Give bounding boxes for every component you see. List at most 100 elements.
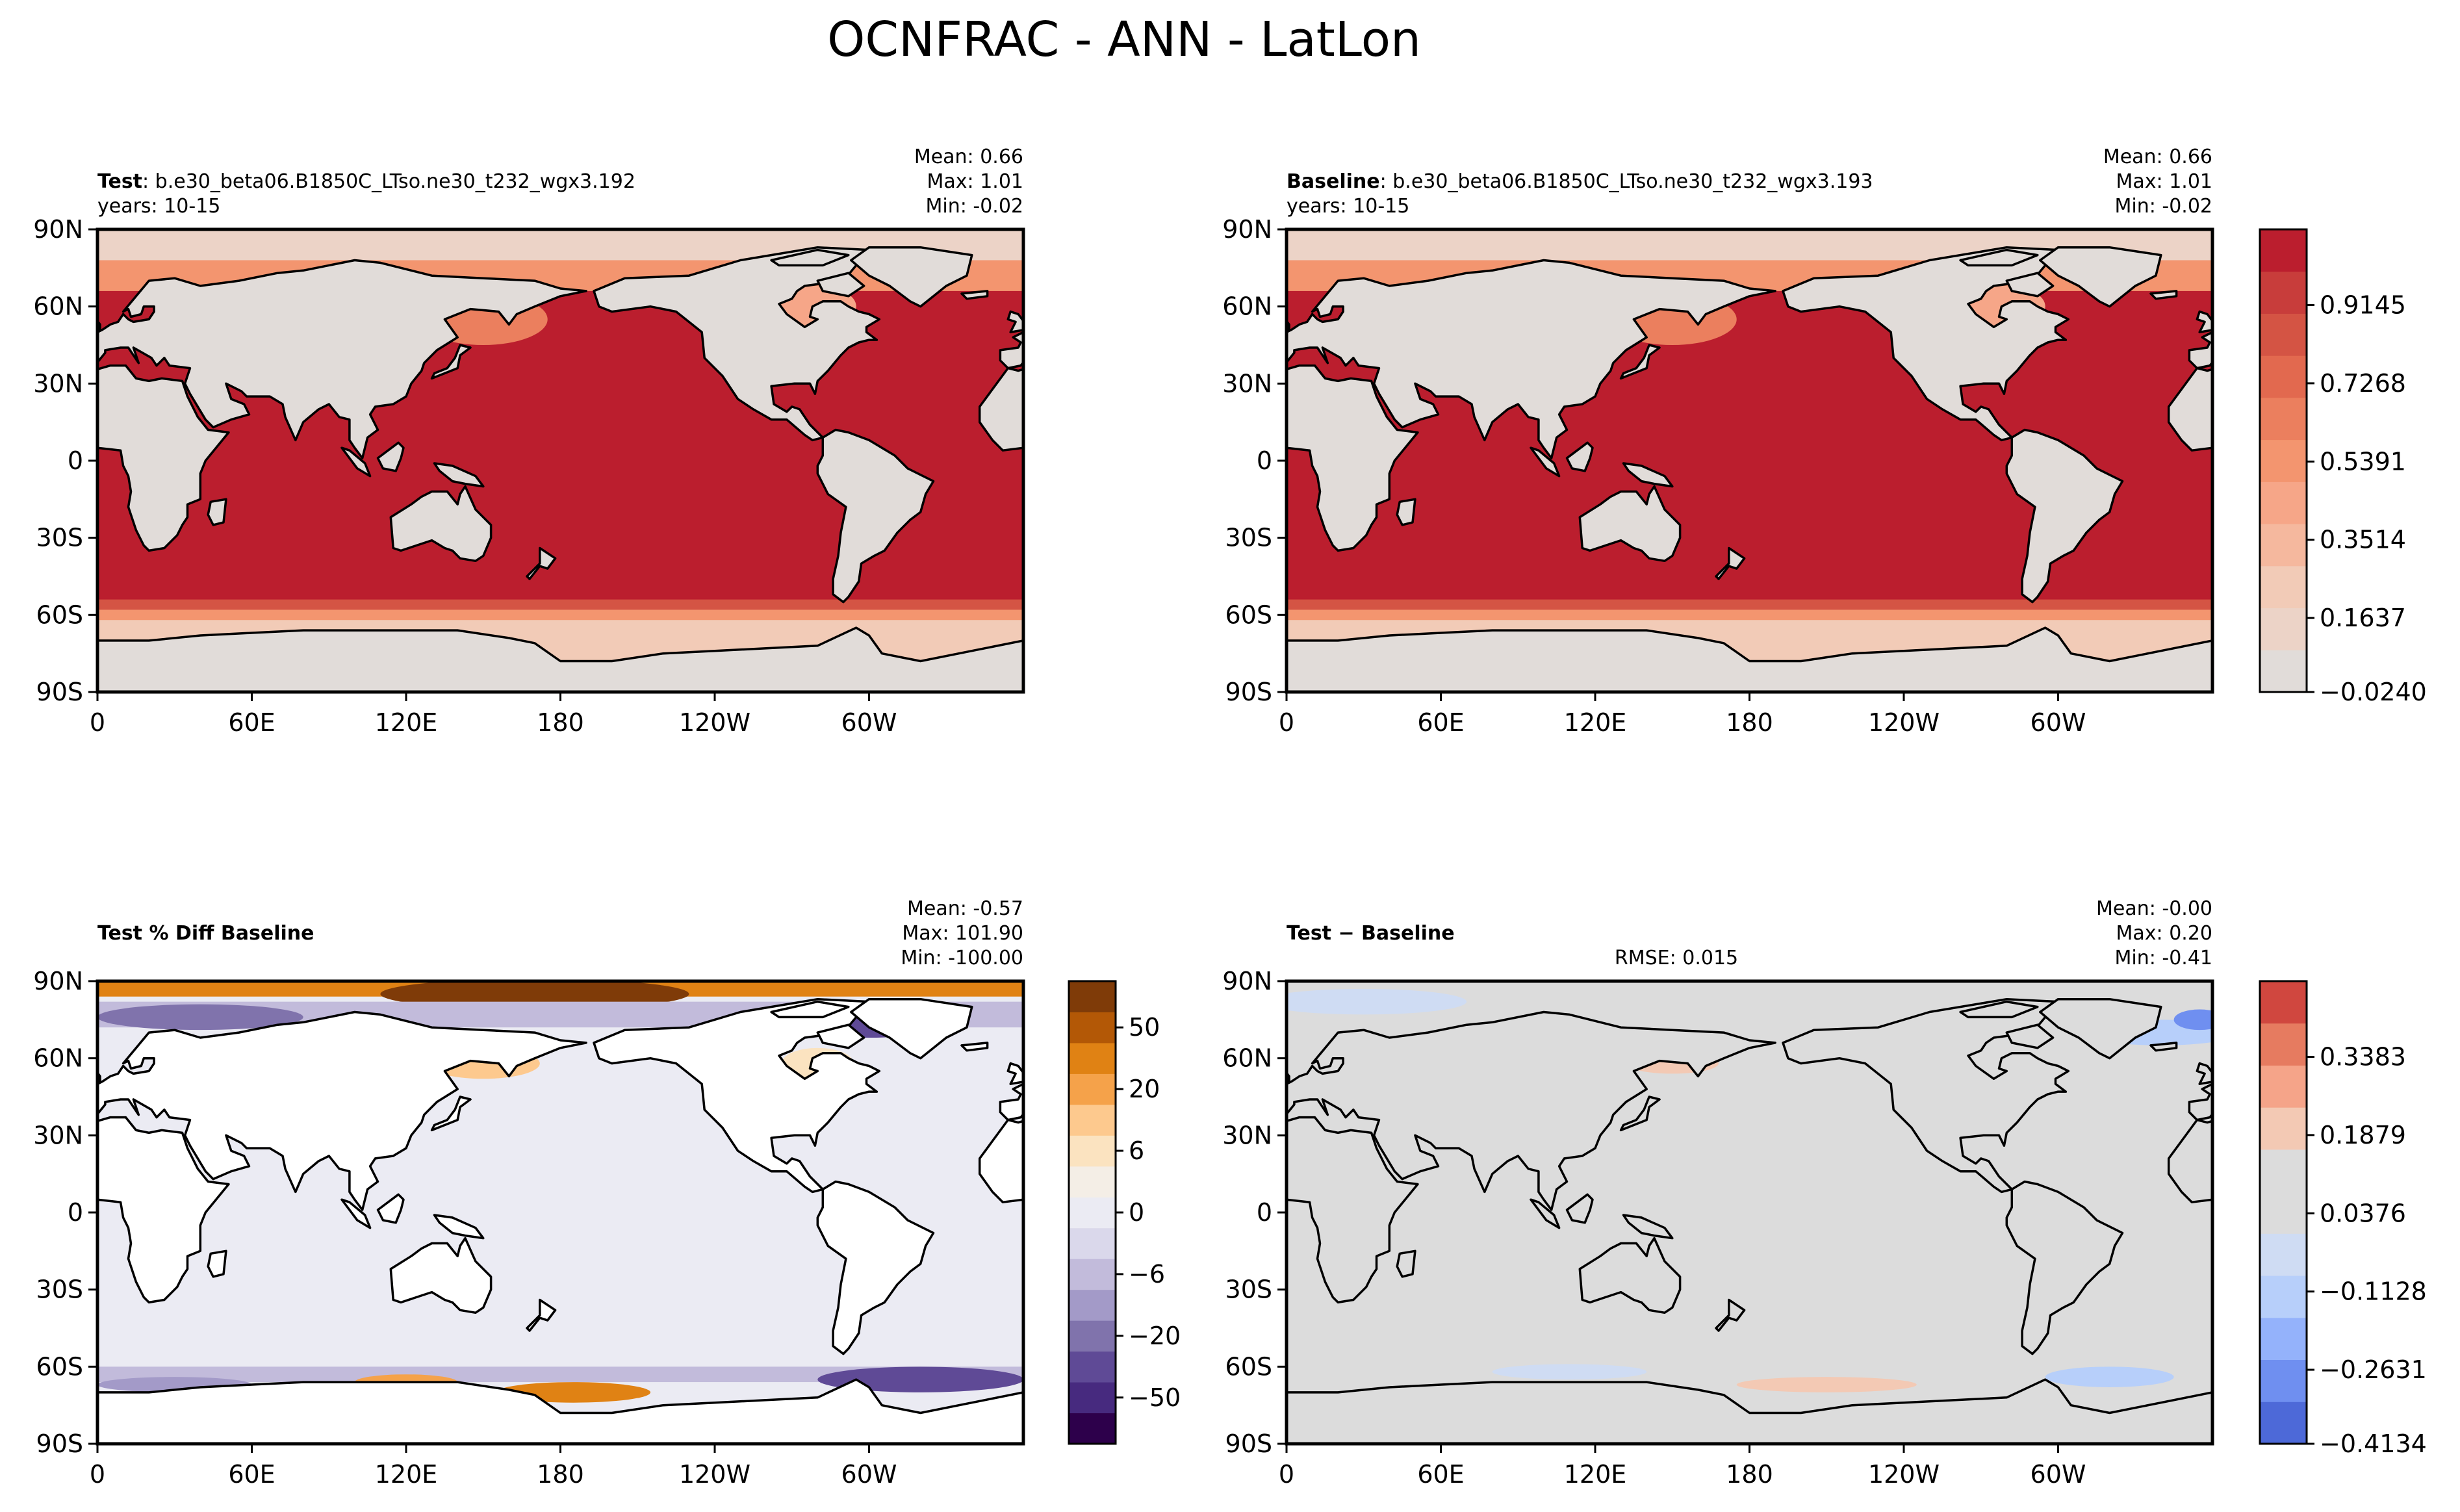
colorbar-level — [2260, 313, 2307, 356]
colorbar-level — [1069, 1320, 1116, 1352]
coastline-africa — [978, 366, 1023, 452]
coastline-new-zealand — [526, 546, 557, 580]
figure-title: OCNFRAC - ANN - LatLon — [827, 12, 1421, 68]
lat-tick-label: 30N — [1222, 369, 1272, 398]
stat-line: Max: 101.90 — [902, 922, 1023, 945]
ross-red — [1736, 1377, 1917, 1392]
colorbar-tick-label: −0.1128 — [2320, 1277, 2427, 1306]
lat-tick-label: 0 — [1257, 1198, 1272, 1227]
coastline-australia — [389, 485, 493, 563]
colorbar-level — [2260, 481, 2307, 524]
coastline-new-guinea — [433, 462, 485, 488]
coastline-eurasia — [2188, 331, 2212, 370]
coastline-sumatra — [340, 446, 372, 478]
lon-tick-label: 120W — [1868, 1460, 1940, 1489]
lat-tick-label: 90N — [1222, 967, 1272, 995]
coastline-eurasia — [2188, 1083, 2212, 1121]
coastline-antarctica — [97, 626, 1023, 692]
lon-tick-label: 60W — [841, 708, 897, 737]
coastline-africa — [978, 1118, 1023, 1203]
colorbar-level — [2260, 1359, 2307, 1402]
panel-label-bold: Baseline — [1287, 170, 1380, 193]
colorbar-level — [2260, 1023, 2307, 1066]
colorbar-tick-label: 6 — [1129, 1136, 1144, 1165]
stat-line: Mean: 0.66 — [914, 146, 1023, 168]
colorbar-tick-label: −50 — [1129, 1383, 1181, 1412]
colorbar-pct: 50 20 6 0 −6 −20 −50 — [1068, 980, 1181, 1445]
coastline-greenland — [2039, 997, 2162, 1060]
panel-label-case: : b.e30_beta06.B1850C_LTso.ne30_t232_wgx… — [1380, 170, 1873, 193]
lon-tick-label: 0 — [1279, 1460, 1294, 1489]
colorbar-level — [2260, 1233, 2307, 1276]
colorbar-level — [1069, 1073, 1116, 1105]
lat-tick-label: 60N — [1222, 1044, 1272, 1073]
colorbar-level — [1069, 1012, 1116, 1044]
coastline-south-america — [816, 428, 935, 604]
coastline-sumatra — [1530, 1198, 1561, 1229]
map-frame — [96, 227, 1025, 694]
coastline-britain — [1006, 1062, 1023, 1085]
map-field — [1287, 981, 2212, 1444]
coastline-borneo — [376, 1193, 405, 1224]
colorbar-level — [1069, 1227, 1116, 1259]
coastline-madagascar — [207, 498, 227, 526]
lat-tick-label: 30N — [33, 1121, 83, 1149]
coastline-greenland — [2039, 246, 2162, 308]
coastline-africa — [1287, 364, 1419, 552]
stat-line: Max: 1.01 — [927, 170, 1023, 193]
stat-line: Min: -0.02 — [926, 195, 1024, 218]
lat-tick-label: 60S — [36, 1352, 83, 1381]
coastline-japan — [1619, 1096, 1661, 1132]
coastline-australia — [1578, 1237, 1682, 1314]
colorbar-diff: 0.3383 0.1879 0.0376 −0.1128 −0.2631 −0.4134 — [2259, 980, 2427, 1458]
colorbar-level — [1069, 1259, 1116, 1290]
coastline-iceland — [960, 290, 989, 300]
coastline-africa — [97, 364, 230, 552]
lat-tick-label: 0 — [68, 446, 83, 475]
southern-blue — [1492, 1364, 1647, 1380]
coastline-new-guinea — [1622, 462, 1674, 488]
colorbar-level — [2260, 565, 2307, 609]
lat-tick-label: 90S — [1225, 1429, 1272, 1458]
lat-tick-label: 90S — [36, 1429, 83, 1458]
coastline-ellesmere — [770, 248, 850, 267]
colorbar-level — [2260, 1065, 2307, 1108]
coastline-greenland — [850, 997, 973, 1060]
lon-tick-label: 60W — [2031, 1460, 2086, 1489]
lat-tick-label: 30S — [36, 524, 83, 552]
colorbar-level — [2260, 355, 2307, 398]
colorbar-level — [2260, 229, 2307, 272]
lon-tick-label: 120W — [679, 708, 750, 737]
colorbar-tick-label: 0.9145 — [2320, 291, 2406, 320]
lon-tick-label: 120E — [375, 1460, 438, 1489]
coastline-new-guinea — [1622, 1214, 1674, 1240]
lat-tick-label: 30N — [33, 369, 83, 398]
colorbar-level — [2260, 397, 2307, 441]
colorbar-level — [1069, 1413, 1116, 1444]
lon-tick-label: 180 — [537, 708, 584, 737]
lat-tick-label: 90S — [1225, 678, 1272, 706]
colorbar-tick-label: −0.4134 — [2320, 1429, 2427, 1458]
lat-tick-label: 60N — [1222, 292, 1272, 321]
southern-purple-band — [97, 1366, 1023, 1383]
lat-tick-label: 60S — [36, 600, 83, 629]
coastline-borneo — [1565, 1193, 1594, 1224]
coastline-antarctica — [1287, 1378, 2212, 1444]
coastline-south-america — [816, 1180, 935, 1355]
coastline-north-america — [1782, 246, 2070, 442]
coastline-africa — [2167, 366, 2212, 452]
stat-line: Min: -100.00 — [901, 947, 1023, 969]
colorbar-tick-label: −0.0240 — [2320, 678, 2427, 706]
coastline-borneo — [1565, 441, 1594, 472]
map-field — [97, 229, 1023, 692]
colorbar-tick-label: 0.1637 — [2320, 604, 2406, 632]
colorbar-tick-label: 0.3514 — [2320, 526, 2406, 554]
colorbar-level — [1069, 1351, 1116, 1383]
coastline-eurasia — [1287, 259, 1776, 459]
coastline-north-america — [593, 246, 881, 442]
colorbar-tick-label: −6 — [1129, 1260, 1165, 1288]
coastline-south-america — [2005, 1180, 2124, 1355]
colorbar-level — [1069, 981, 1116, 1012]
lon-tick-label: 120E — [375, 708, 438, 737]
